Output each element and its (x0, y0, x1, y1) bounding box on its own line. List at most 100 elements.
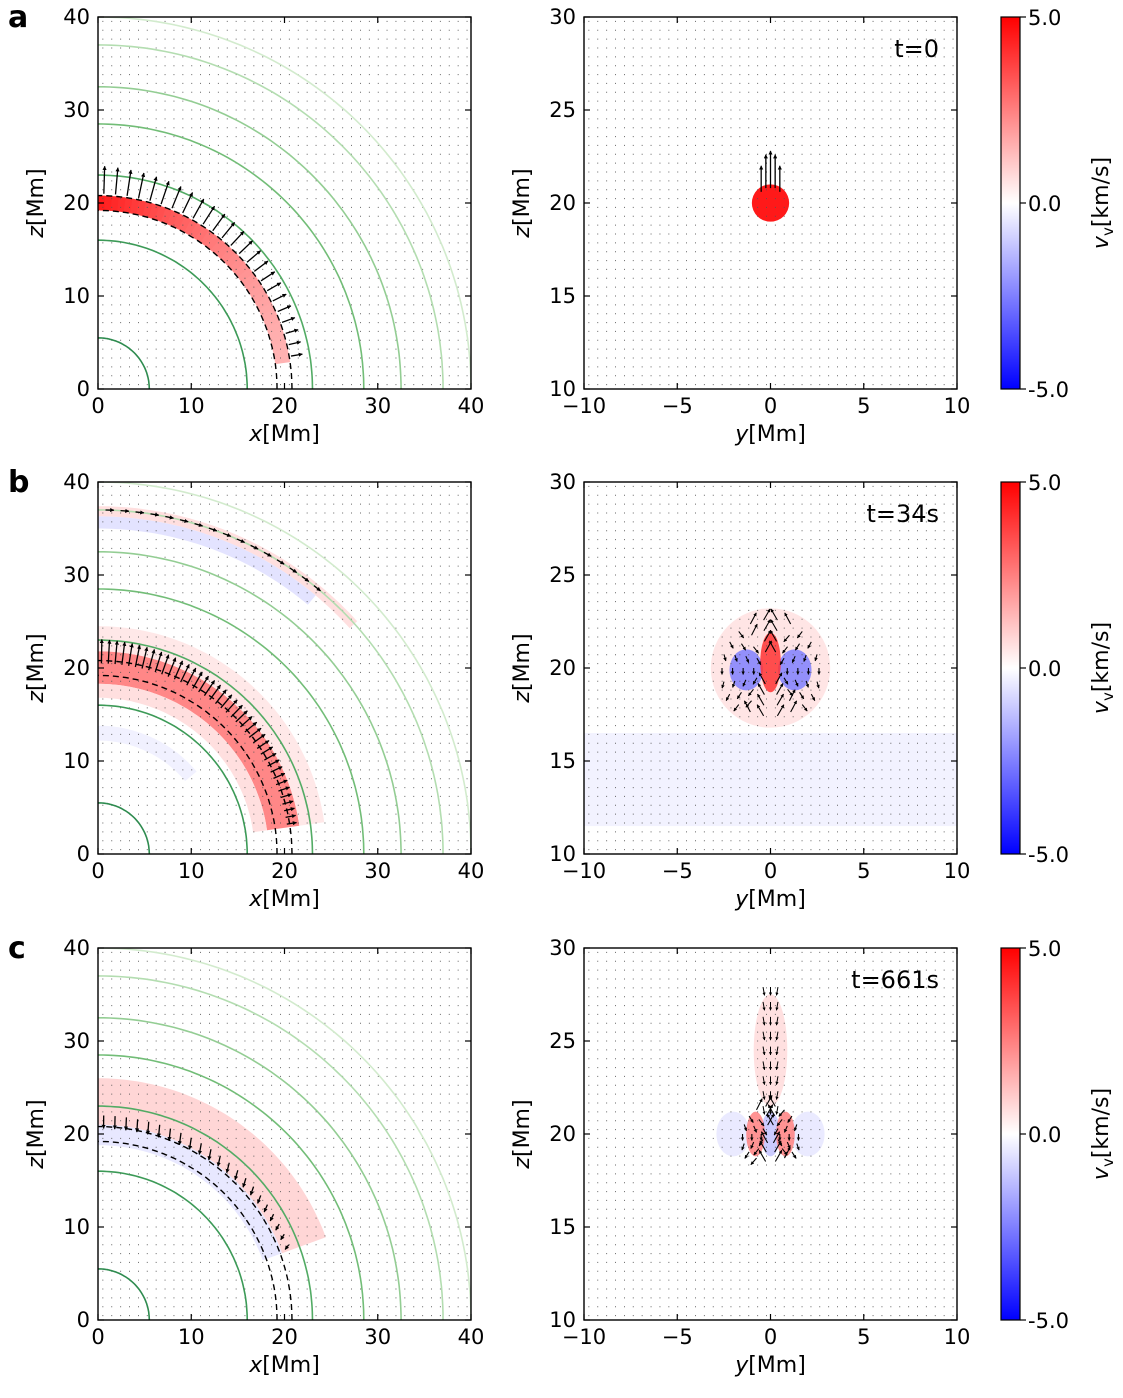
field-line (98, 239, 248, 389)
velocity-arrow (749, 612, 757, 625)
velocity-arrow (225, 699, 238, 713)
heatmap-cell (188, 222, 204, 239)
y-axis-unit: [Mm] (510, 1099, 535, 1157)
heatmap-cell (237, 267, 254, 283)
x-tick-label: 5 (857, 859, 870, 883)
velocity-arrow (763, 629, 772, 642)
field-line (98, 44, 444, 389)
velocity-arrow (750, 1141, 755, 1149)
velocity-arrow (750, 1157, 757, 1166)
heatmap-cell (257, 301, 275, 316)
x-tick-label: −5 (662, 394, 693, 418)
plot-area (98, 17, 471, 389)
x-tick-label: 40 (458, 1325, 485, 1349)
velocity-arrow (285, 814, 297, 819)
velocity-arrow (757, 693, 765, 706)
velocity-arrow (149, 176, 158, 201)
velocity-arrow (805, 680, 810, 688)
velocity-arrow (810, 693, 816, 701)
field-line (98, 802, 151, 854)
velocity-arrow (753, 646, 759, 654)
quiver-grid-dots (102, 20, 468, 386)
field-line (98, 948, 471, 1320)
field-line (98, 482, 471, 854)
velocity-arrow (234, 1170, 239, 1181)
velocity-arrow (230, 704, 243, 718)
velocity-arrow (762, 1061, 766, 1071)
velocity-arrow (173, 660, 184, 680)
velocity-arrow (280, 1233, 285, 1241)
x-tick-label: 40 (458, 859, 485, 883)
velocity-arrow (182, 192, 194, 214)
y-tick-label: 0 (77, 1308, 90, 1332)
velocity-arrow (770, 619, 778, 632)
heatmap-feature (729, 649, 764, 691)
x-tick-label: 0 (764, 394, 777, 418)
heatmap-band (98, 516, 316, 605)
velocity-arrow (814, 654, 818, 662)
velocity-arrow (807, 641, 812, 649)
quiver-grid-dots (102, 951, 468, 1317)
colorbar-label-unit: [km/s] (1089, 1088, 1114, 1158)
velocity-arrow (214, 689, 227, 705)
colorbar-tick-label: 5.0 (1028, 471, 1061, 495)
y-tick-label: 20 (549, 1122, 576, 1146)
heatmap-feature (761, 1111, 780, 1157)
velocity-arrow (180, 664, 190, 683)
y-tick-label: 20 (549, 191, 576, 215)
x-tick-label: −10 (562, 1325, 606, 1349)
velocity-arrow (273, 772, 286, 779)
velocity-arrow (150, 512, 160, 517)
velocity-arrow (778, 1109, 785, 1117)
velocity-arrow (794, 679, 799, 687)
heatmap-cell (103, 195, 112, 211)
velocity-arrow (244, 721, 258, 733)
velocity-arrow (148, 649, 156, 671)
velocity-arrow (736, 692, 742, 700)
velocity-arrow (216, 1155, 221, 1167)
velocity-arrow (107, 639, 112, 664)
velocity-arrow (102, 165, 107, 194)
field-line (98, 1017, 402, 1320)
velocity-arrow (794, 643, 801, 651)
x-axis-label: y[Mm] (734, 422, 806, 447)
y-axis-unit: [Mm] (510, 168, 535, 226)
velocity-arrow (161, 654, 170, 675)
velocity-arrow (198, 675, 210, 693)
velocity-arrow (783, 634, 790, 643)
velocity-arrow (114, 640, 119, 665)
heatmap-cell (244, 278, 262, 293)
velocity-arrow (762, 1016, 766, 1026)
velocity-arrow (762, 1128, 768, 1136)
y-tick-label: 30 (63, 563, 90, 587)
velocity-arrow (230, 230, 245, 246)
velocity-arrow (114, 167, 120, 195)
x-axis-label: y[Mm] (734, 1353, 806, 1378)
velocity-arrow (212, 213, 226, 232)
y-axis-var: z (24, 691, 49, 704)
field-line (98, 123, 365, 389)
velocity-arrow (154, 651, 163, 673)
y-tick-label: 30 (549, 5, 576, 29)
colorbar-tick-label: -5.0 (1028, 1309, 1069, 1333)
velocity-arrow (762, 1106, 766, 1115)
heatmap-cell (194, 225, 209, 243)
velocity-arrow (745, 655, 750, 663)
velocity-arrow (787, 1115, 793, 1123)
heatmap-cell (248, 283, 265, 299)
heatmap-cell (241, 272, 258, 288)
velocity-arrow (775, 1076, 779, 1086)
velocity-arrow (784, 612, 792, 625)
x-axis-var: x (248, 422, 263, 447)
x-axis-unit: [Mm] (262, 887, 320, 912)
heatmap-band (98, 1124, 282, 1261)
colorbar-label-var: v (1089, 700, 1114, 714)
velocity-arrow (250, 544, 259, 550)
heatmap-cell (153, 205, 166, 222)
colorbar-label: vv[km/s] (1089, 157, 1117, 249)
y-tick-label: 10 (549, 1308, 576, 1332)
field-line (98, 639, 314, 854)
velocity-arrow (267, 759, 280, 767)
field-line (98, 588, 365, 854)
